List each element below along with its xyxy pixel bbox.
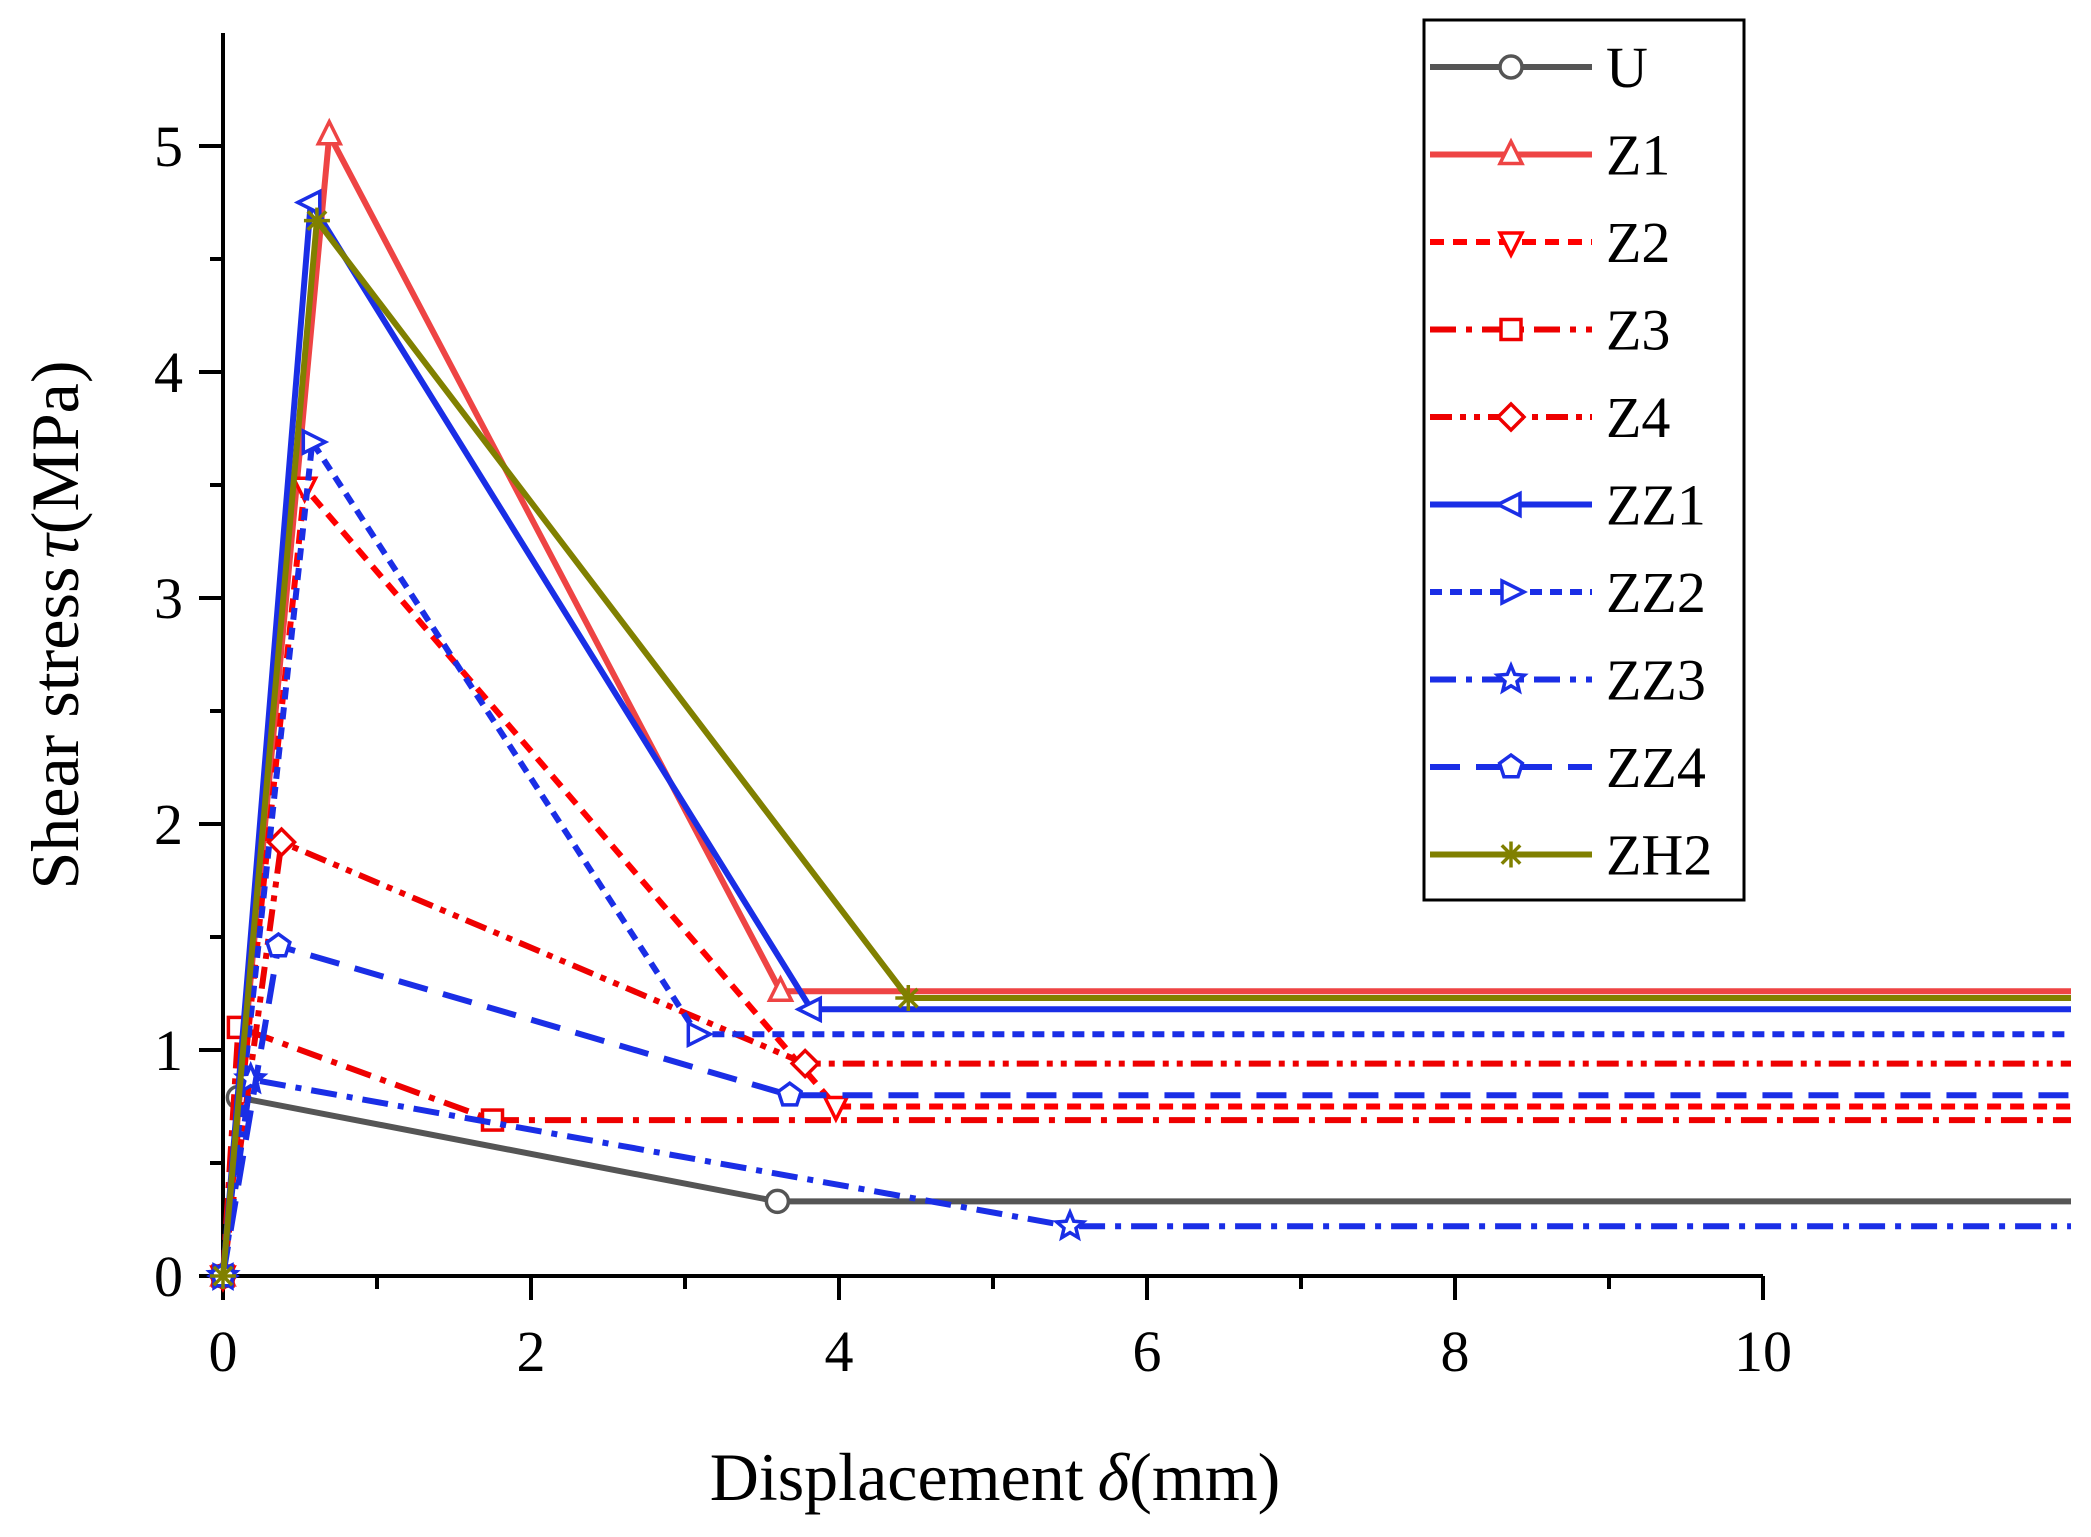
legend-entry-z2: Z2 [1430,210,1670,275]
y-tick-label: 3 [154,566,183,631]
legend-marker-z4 [1495,401,1527,433]
legend-label-zz1: ZZ1 [1606,473,1706,538]
data-point-z1 [766,974,795,1002]
data-point-z2 [822,1095,850,1124]
y-tick-label: 2 [154,792,183,857]
legend-marker-zz4 [1497,752,1525,779]
series-line-z4 [220,839,2071,1277]
legend-entry-z3: Z3 [1430,298,1670,363]
legend-label-zz4: ZZ4 [1606,735,1706,800]
x-tick-label: 10 [1734,1319,1792,1384]
y-axis-title-label: Shear stress [17,567,93,890]
plot-area [205,117,2071,1293]
y-axis-title: Shear stress τ(MPa) [17,360,93,889]
legend-label-zz3: ZZ3 [1606,648,1706,713]
x-axis-title-unit: (mm) [1129,1439,1280,1515]
data-point-zz2 [301,428,330,456]
legend-marker-z3 [1499,317,1523,342]
x-axis-title-symbol: δ [1098,1439,1131,1515]
data-point-zh2-stroke [212,1265,234,1287]
legend-marker-z2 [1497,231,1525,259]
legend-label-u: U [1606,35,1648,100]
legend-box [1422,18,1746,902]
data-point-zz4 [264,931,292,958]
x-tick-label: 4 [825,1319,854,1384]
data-point-zh2-stroke [306,210,328,232]
data-point-z1 [315,117,344,146]
legend-entry-zz2: ZZ2 [1430,560,1706,625]
series-line-zz1 [220,199,2071,1277]
legend-marker-zh2-stroke [1500,844,1522,865]
legend-marker-zz3 [1493,660,1529,695]
legend-marker-zz1 [1494,490,1522,519]
data-point-zh2 [303,207,330,234]
series-line-zz3 [220,1076,2071,1277]
x-tick-label: 2 [517,1319,546,1384]
y-tick-label: 5 [154,114,183,179]
data-point-u [764,1188,791,1215]
legend-label-z1: Z1 [1606,123,1670,188]
x-tick-label: 6 [1133,1319,1162,1384]
y-tick-label: 1 [154,1018,183,1083]
x-axis-title: Displacement δ(mm) [710,1439,1281,1515]
y-tick-label: 0 [154,1244,183,1309]
legend: U Z1 Z2 Z3 Z4 ZZ1 ZZ2 ZZ3 ZZ4 ZH2 [1422,18,1746,902]
legend-entry-z1: Z1 [1430,123,1670,188]
legend-entry-u: U [1430,35,1648,100]
legend-entry-z4: Z4 [1430,385,1670,450]
y-axis-title-symbol: τ [17,532,93,559]
legend-entry-zh2: ZH2 [1430,823,1712,888]
data-point-zh2-stroke [897,987,919,1009]
legend-marker-u [1498,54,1524,80]
series-line-zz2 [220,439,2071,1277]
y-tick-label: 4 [154,340,183,405]
legend-label-z2: Z2 [1606,210,1670,275]
data-point-zh2 [210,1263,236,1289]
legend-entry-zz3: ZZ3 [1430,648,1706,713]
legend-marker-z1 [1497,137,1525,166]
x-tick-label: 8 [1441,1319,1470,1384]
legend-label-zh2: ZH2 [1606,823,1712,888]
series-zh2 [210,207,2071,1289]
data-point-zz4 [776,1081,804,1107]
legend-marker-zz2 [1500,578,1528,606]
data-point-zz2 [686,1020,715,1049]
legend-marker-zh2 [1498,841,1524,868]
legend-label-z4: Z4 [1606,385,1670,450]
axes: 0 2 4 6 8 10 0 1 2 3 4 5 [154,33,1792,1384]
data-point-zz1 [794,995,823,1024]
series-line-zh2 [220,217,2071,1277]
data-point-z4 [789,1048,821,1080]
legend-label-zz2: ZZ2 [1606,560,1706,625]
data-point-zh2 [895,985,922,1012]
y-axis-title-unit: (MPa) [17,360,93,534]
legend-entry-zz4: ZZ4 [1430,735,1706,800]
data-point-zz1 [293,188,322,217]
x-tick-label: 0 [209,1319,238,1384]
legend-entry-zz1: ZZ1 [1430,473,1706,538]
data-point-zz3 [1052,1207,1088,1242]
series-line-z2 [220,484,2071,1277]
legend-label-z3: Z3 [1606,298,1670,363]
series-line-zz4 [220,943,2071,1277]
x-axis-title-label: Displacement [710,1439,1084,1515]
